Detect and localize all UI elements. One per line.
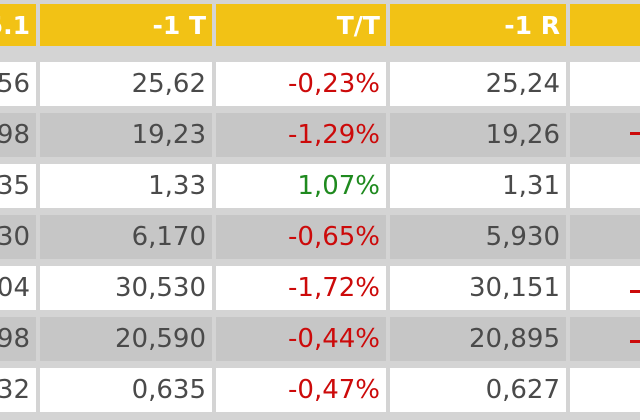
table-cell: 19,23: [40, 113, 212, 157]
change-cell: 1,07%: [216, 164, 386, 208]
table-cell: 25,24: [390, 62, 566, 106]
cropped-negative-mark: [630, 290, 640, 293]
table-cell: [570, 164, 640, 208]
table-cell: 25,62: [40, 62, 212, 106]
table-cell: 98: [0, 317, 36, 361]
table-cell: [570, 215, 640, 259]
table-cell: [570, 266, 640, 310]
change-cell: -0,23%: [216, 62, 386, 106]
table-cell: 0,627: [390, 368, 566, 412]
table-cell: 0,635: [40, 368, 212, 412]
table-cell: 98: [0, 113, 36, 157]
header-cell: 5.1: [0, 4, 36, 46]
header-cell: [570, 4, 640, 46]
table-cell: 32: [0, 368, 36, 412]
table-cell: 30,151: [390, 266, 566, 310]
table-cell: 6,170: [40, 215, 212, 259]
header-cell: -1 T: [40, 4, 212, 46]
table-cell: 35: [0, 164, 36, 208]
table-cell: [570, 317, 640, 361]
change-cell: -0,47%: [216, 368, 386, 412]
table-cell: 56: [0, 62, 36, 106]
cropped-negative-mark: [630, 340, 640, 343]
table-cell: 1,31: [390, 164, 566, 208]
header-cell: -1 R: [390, 4, 566, 46]
cropped-negative-mark: [630, 132, 640, 135]
change-cell: -1,29%: [216, 113, 386, 157]
change-cell: -1,72%: [216, 266, 386, 310]
table-cell: 30: [0, 215, 36, 259]
table-cell: [570, 368, 640, 412]
table-cell: 20,590: [40, 317, 212, 361]
header-cell: T/T: [216, 4, 386, 46]
table-cell: 1,33: [40, 164, 212, 208]
table-cell: [570, 113, 640, 157]
table-cell: 5,930: [390, 215, 566, 259]
table-cell: [570, 62, 640, 106]
change-cell: -0,44%: [216, 317, 386, 361]
table-cell: 04: [0, 266, 36, 310]
change-cell: -0,65%: [216, 215, 386, 259]
table-cell: 30,530: [40, 266, 212, 310]
table-cell: 19,26: [390, 113, 566, 157]
table-cell: 20,895: [390, 317, 566, 361]
